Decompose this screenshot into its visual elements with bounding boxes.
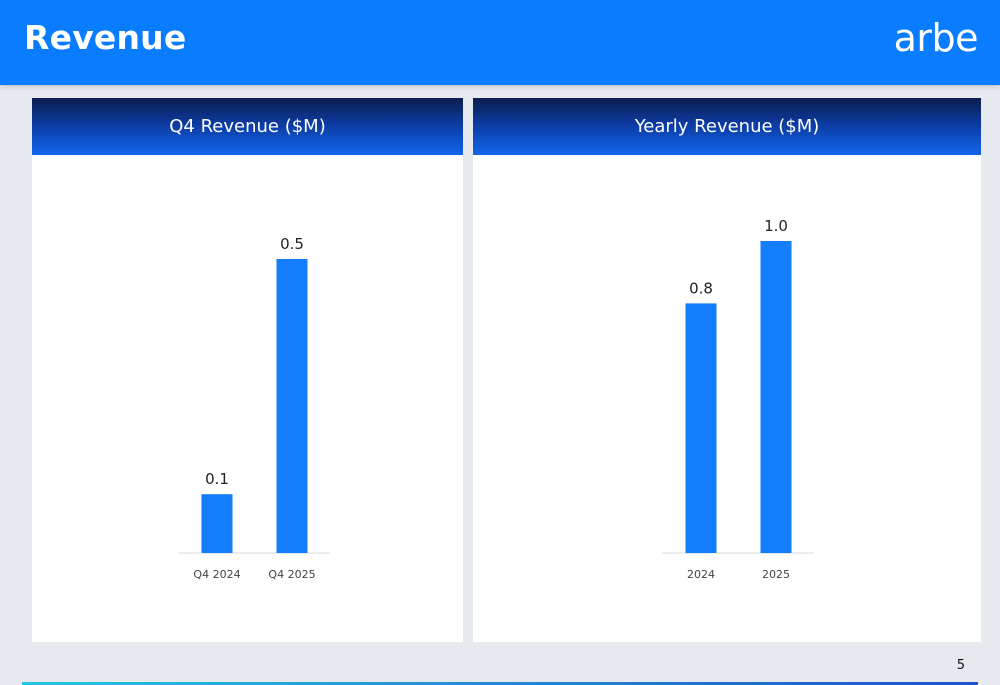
category-tick-label: Q4 2024	[193, 568, 240, 581]
q4-revenue-chart: 0.1 Q4 2024 0.5 Q4 2025	[179, 235, 330, 581]
yearly-revenue-chart-title: Yearly Revenue ($M)	[634, 116, 820, 137]
q4-revenue-panel: Q4 Revenue ($M) 0.1 Q4 2024 0.5 Q4 2025	[32, 98, 463, 642]
data-label: 0.1	[205, 470, 229, 488]
header-bar: Revenue arbe	[0, 0, 1000, 85]
q4-revenue-panel-header: Q4 Revenue ($M)	[32, 98, 463, 155]
q4-revenue-chart-title: Q4 Revenue ($M)	[169, 116, 326, 137]
bar-q4-2024	[201, 494, 233, 553]
page-number: 5	[956, 658, 965, 673]
arbe-logo: arbe	[893, 16, 979, 60]
category-tick-label: 2025	[762, 568, 790, 581]
category-tick-label: Q4 2025	[268, 568, 315, 581]
page-title: Revenue	[24, 18, 187, 57]
yearly-revenue-panel-header: Yearly Revenue ($M)	[473, 98, 981, 155]
footer-divider	[22, 682, 978, 685]
bar-2024	[685, 303, 717, 553]
data-label: 1.0	[764, 217, 788, 235]
yearly-revenue-chart: 0.8 2024 1.0 2025	[662, 217, 814, 581]
data-label: 0.8	[689, 279, 713, 297]
bar-2025	[760, 241, 792, 553]
bar-q4-2025	[276, 259, 308, 553]
data-label: 0.5	[280, 235, 304, 253]
category-tick-label: 2024	[687, 568, 715, 581]
yearly-revenue-panel: Yearly Revenue ($M) 0.8 2024 1.0 2025	[473, 98, 981, 642]
